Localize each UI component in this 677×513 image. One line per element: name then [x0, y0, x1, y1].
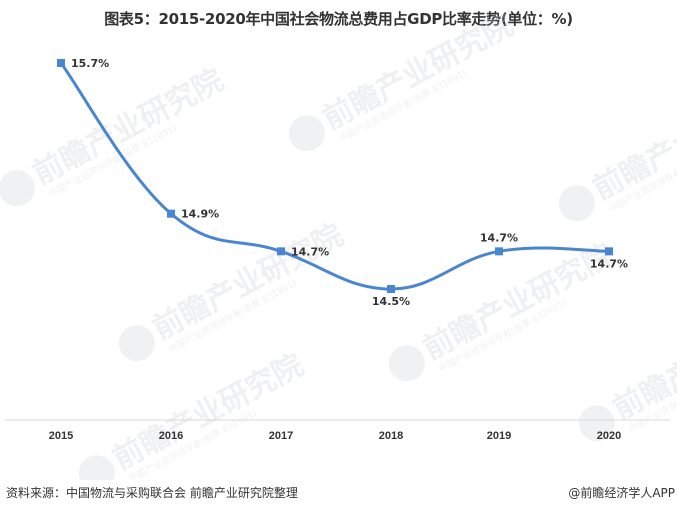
data-label: 14.5% — [372, 295, 410, 308]
data-label: 14.7% — [480, 231, 518, 244]
x-tick-label: 2015 — [49, 430, 73, 442]
data-point-marker — [57, 59, 65, 67]
svg-text:前瞻产业研究院: 前瞻产业研究院 — [107, 348, 309, 477]
data-labels: 15.7% 14.9% 14.7% 14.5% 14.7% 14.7% — [71, 57, 628, 308]
data-markers — [57, 59, 613, 293]
data-label: 15.7% — [71, 57, 109, 70]
chart-title: 图表5：2015-2020年中国社会物流总费用占GDP比率走势(单位：%) — [104, 10, 573, 28]
x-axis-tick-labels: 2015 2016 2017 2018 2019 2020 — [49, 430, 621, 442]
svg-text:前瞻产业研究院: 前瞻产业研究院 — [27, 63, 229, 192]
svg-text:前瞻产业研究院: 前瞻产业研究院 — [147, 218, 349, 347]
data-label: 14.9% — [181, 208, 219, 221]
source-note: 资料来源：中国物流与采购联合会 前瞻产业研究院整理 — [6, 486, 298, 500]
data-point-marker — [495, 247, 503, 256]
x-tick-label: 2016 — [159, 430, 183, 442]
data-label: 14.7% — [291, 245, 329, 258]
data-point-marker — [605, 247, 613, 256]
x-tick-label: 2018 — [379, 430, 403, 442]
data-point-marker — [387, 285, 395, 293]
x-tick-label: 2017 — [269, 430, 293, 442]
data-point-marker — [167, 209, 175, 218]
data-point-marker — [277, 247, 285, 256]
data-label: 14.7% — [590, 257, 628, 270]
svg-text:前瞻产业研究院: 前瞻产业研究院 — [317, 8, 519, 137]
x-tick-label: 2019 — [487, 430, 511, 442]
brand-credit: @前瞻经济学人APP — [568, 486, 675, 500]
x-tick-label: 2020 — [597, 430, 621, 442]
svg-text:前瞻产业研究院: 前瞻产业研究院 — [417, 238, 619, 367]
